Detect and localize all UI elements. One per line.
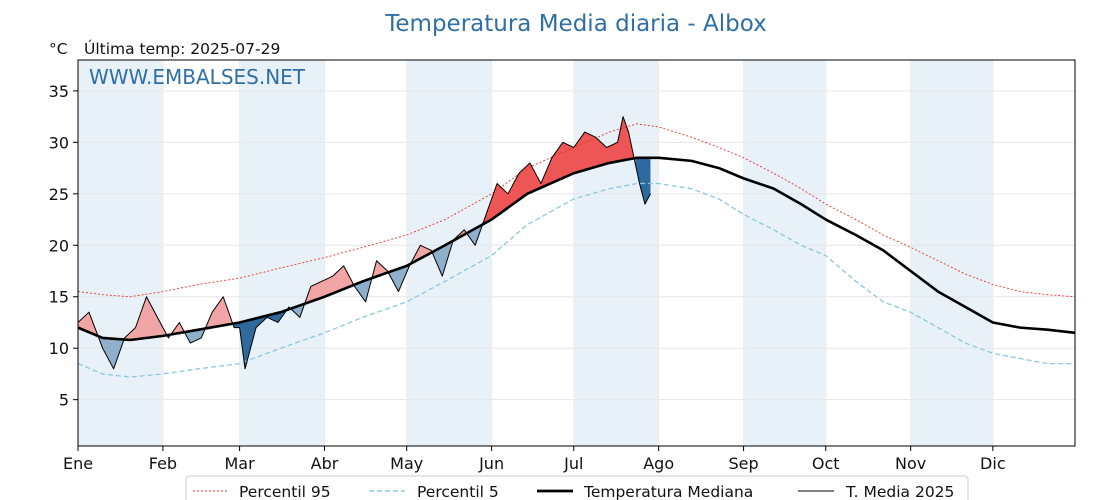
anomaly-fill-6: [205, 296, 232, 329]
unit-label: °C: [49, 40, 68, 58]
x-tick-label-Jun: Jun: [478, 454, 504, 473]
anomaly-fill-10: [305, 265, 354, 304]
x-tick-label-Ene: Ene: [63, 454, 93, 473]
anomaly-fill-7: [232, 310, 287, 369]
legend-label-p95: Percentil 95: [239, 483, 331, 500]
legend-label-2025: T. Media 2025: [845, 483, 954, 500]
legend-label-median: Temperatura Mediana: [583, 483, 753, 500]
x-tick-label-Nov: Nov: [895, 454, 926, 473]
legend-box: [185, 475, 969, 500]
chart-title: Temperatura Media diaria - Albox: [384, 11, 767, 37]
y-tick-label-25: 25: [49, 185, 69, 204]
series-lines: [77, 116, 1076, 378]
x-axis: Ene Feb Mar Abr May Jun Jul Ago Sep Oct Nov Dic: [63, 446, 1006, 473]
series-line-t-media-2025: [77, 116, 651, 370]
y-tick-label-5: 5: [59, 391, 69, 410]
y-tick-label-20: 20: [49, 236, 69, 255]
series-line-percentil-95: [77, 123, 1076, 298]
series-line-percentil-5: [77, 182, 1075, 378]
plot-frame: [77, 59, 1076, 447]
anomaly-fill-19: [635, 157, 651, 205]
month-shade-3: [573, 60, 659, 446]
x-tick-label-Mar: Mar: [225, 454, 256, 473]
series-line-temperatura-mediana: [77, 156, 1076, 342]
x-tick-label-Dic: Dic: [980, 454, 1006, 473]
month-shade-4: [743, 60, 826, 446]
anomaly-fill-1: [98, 336, 124, 369]
y-tick-label-15: 15: [49, 288, 69, 307]
y-tick-label-35: 35: [49, 82, 69, 101]
watermark: WWW.EMBALSES.NET: [89, 65, 306, 89]
x-tick-label-Abr: Abr: [311, 454, 339, 473]
anomaly-fills: [78, 116, 651, 369]
anomaly-fill-17: [466, 224, 483, 246]
y-tick-label-10: 10: [49, 339, 69, 358]
x-tick-label-Ago: Ago: [643, 454, 674, 473]
month-shade-1: [239, 60, 325, 446]
y-tick-label-30: 30: [49, 133, 69, 152]
month-shade-0: [78, 60, 163, 446]
last-temp-label: Última temp: 2025-07-29: [84, 39, 280, 58]
month-shading: [78, 60, 993, 446]
anomaly-fill-2: [124, 296, 166, 340]
x-tick-label-May: May: [390, 454, 423, 473]
month-shade-5: [910, 60, 993, 446]
x-tick-label-Feb: Feb: [149, 454, 177, 473]
legend-label-p5: Percentil 5: [417, 483, 499, 500]
x-tick-label-Jul: Jul: [563, 454, 583, 473]
y-axis: 5 10 15 20 25 30 35: [49, 82, 78, 410]
legend: Percentil 95 Percentil 5 Temperatura Med…: [185, 475, 969, 500]
anomaly-fill-14: [410, 245, 432, 264]
x-tick-label-Sep: Sep: [729, 454, 759, 473]
x-tick-label-Oct: Oct: [812, 454, 840, 473]
